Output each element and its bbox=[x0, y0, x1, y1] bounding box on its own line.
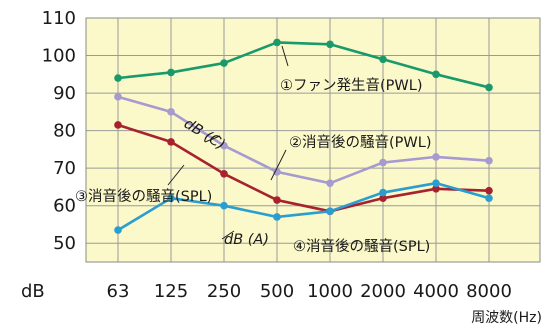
x-tick-label: 4000 bbox=[413, 281, 459, 302]
y-tick-label: 50 bbox=[53, 233, 76, 254]
data-point bbox=[273, 196, 281, 204]
data-point bbox=[485, 194, 493, 202]
series-line-4 bbox=[117, 181, 490, 232]
data-point bbox=[326, 40, 334, 49]
data-point bbox=[220, 141, 228, 150]
data-point bbox=[114, 121, 122, 129]
data-point bbox=[167, 194, 175, 202]
arrow-series-2 bbox=[270, 149, 287, 181]
y-tick-label: 90 bbox=[53, 83, 76, 104]
y-axis-label: dB bbox=[21, 281, 45, 302]
x-tick-label: 250 bbox=[207, 281, 241, 302]
data-point bbox=[326, 179, 334, 187]
data-point bbox=[273, 38, 281, 47]
data-point bbox=[273, 168, 281, 176]
x-tick-label: 2000 bbox=[360, 281, 406, 302]
data-point bbox=[114, 74, 122, 82]
data-point bbox=[379, 158, 387, 167]
data-point bbox=[167, 138, 175, 146]
arrow-series-3 bbox=[167, 164, 185, 186]
x-axis-label: 周波数(Hz) bbox=[471, 310, 542, 326]
annotation-dba: dB (A) bbox=[224, 232, 269, 248]
series-points bbox=[114, 38, 493, 234]
data-point bbox=[114, 226, 122, 234]
series-line-2 bbox=[117, 95, 490, 185]
data-point bbox=[432, 153, 440, 161]
data-point bbox=[379, 188, 387, 197]
x-tick-label: 125 bbox=[154, 281, 188, 302]
data-point bbox=[220, 59, 228, 67]
y-tick-label: 60 bbox=[53, 196, 76, 217]
data-point bbox=[167, 68, 175, 77]
data-point bbox=[485, 186, 493, 195]
data-point bbox=[326, 207, 334, 216]
series-label-1: ①ファン発生音(PWL) bbox=[280, 77, 422, 94]
series-label-4: ④消音後の騒音(SPL) bbox=[293, 238, 430, 255]
data-point bbox=[379, 55, 387, 64]
data-point bbox=[220, 169, 228, 178]
data-point bbox=[432, 185, 440, 193]
x-tick-label: 500 bbox=[260, 281, 294, 302]
y-tick-labels: 110 100 90 80 70 60 50 bbox=[42, 8, 76, 254]
data-point bbox=[114, 93, 122, 101]
data-point bbox=[379, 194, 387, 202]
series-lines bbox=[117, 41, 490, 232]
data-point bbox=[167, 108, 175, 116]
x-tick-label: 1000 bbox=[307, 281, 353, 302]
data-point bbox=[432, 70, 440, 79]
y-tick-label: 80 bbox=[53, 121, 76, 142]
x-tick-label: 8000 bbox=[466, 281, 512, 302]
arrow-dba bbox=[221, 230, 235, 240]
arrow-dbc bbox=[204, 135, 221, 143]
series-label-2: ②消音後の騒音(PWL) bbox=[289, 134, 431, 151]
arrow-series-1 bbox=[281, 45, 289, 67]
y-tick-label: 110 bbox=[42, 8, 76, 29]
plot-frame bbox=[85, 17, 541, 263]
x-tick-labels: 63 125 250 500 1000 2000 4000 8000 bbox=[107, 281, 512, 302]
x-tick-label: 63 bbox=[107, 281, 130, 302]
data-point bbox=[485, 156, 493, 165]
data-point bbox=[432, 179, 440, 187]
series-line-1 bbox=[117, 41, 490, 89]
grid-lines bbox=[85, 17, 541, 263]
data-point bbox=[220, 201, 228, 210]
annotation-arrows bbox=[167, 45, 289, 240]
data-point bbox=[273, 213, 281, 221]
data-point bbox=[485, 83, 493, 92]
y-tick-label: 70 bbox=[53, 158, 76, 179]
series-line-3 bbox=[117, 123, 490, 213]
series-label-3: ③消音後の騒音(SPL) bbox=[75, 188, 212, 205]
y-tick-label: 100 bbox=[42, 46, 76, 67]
